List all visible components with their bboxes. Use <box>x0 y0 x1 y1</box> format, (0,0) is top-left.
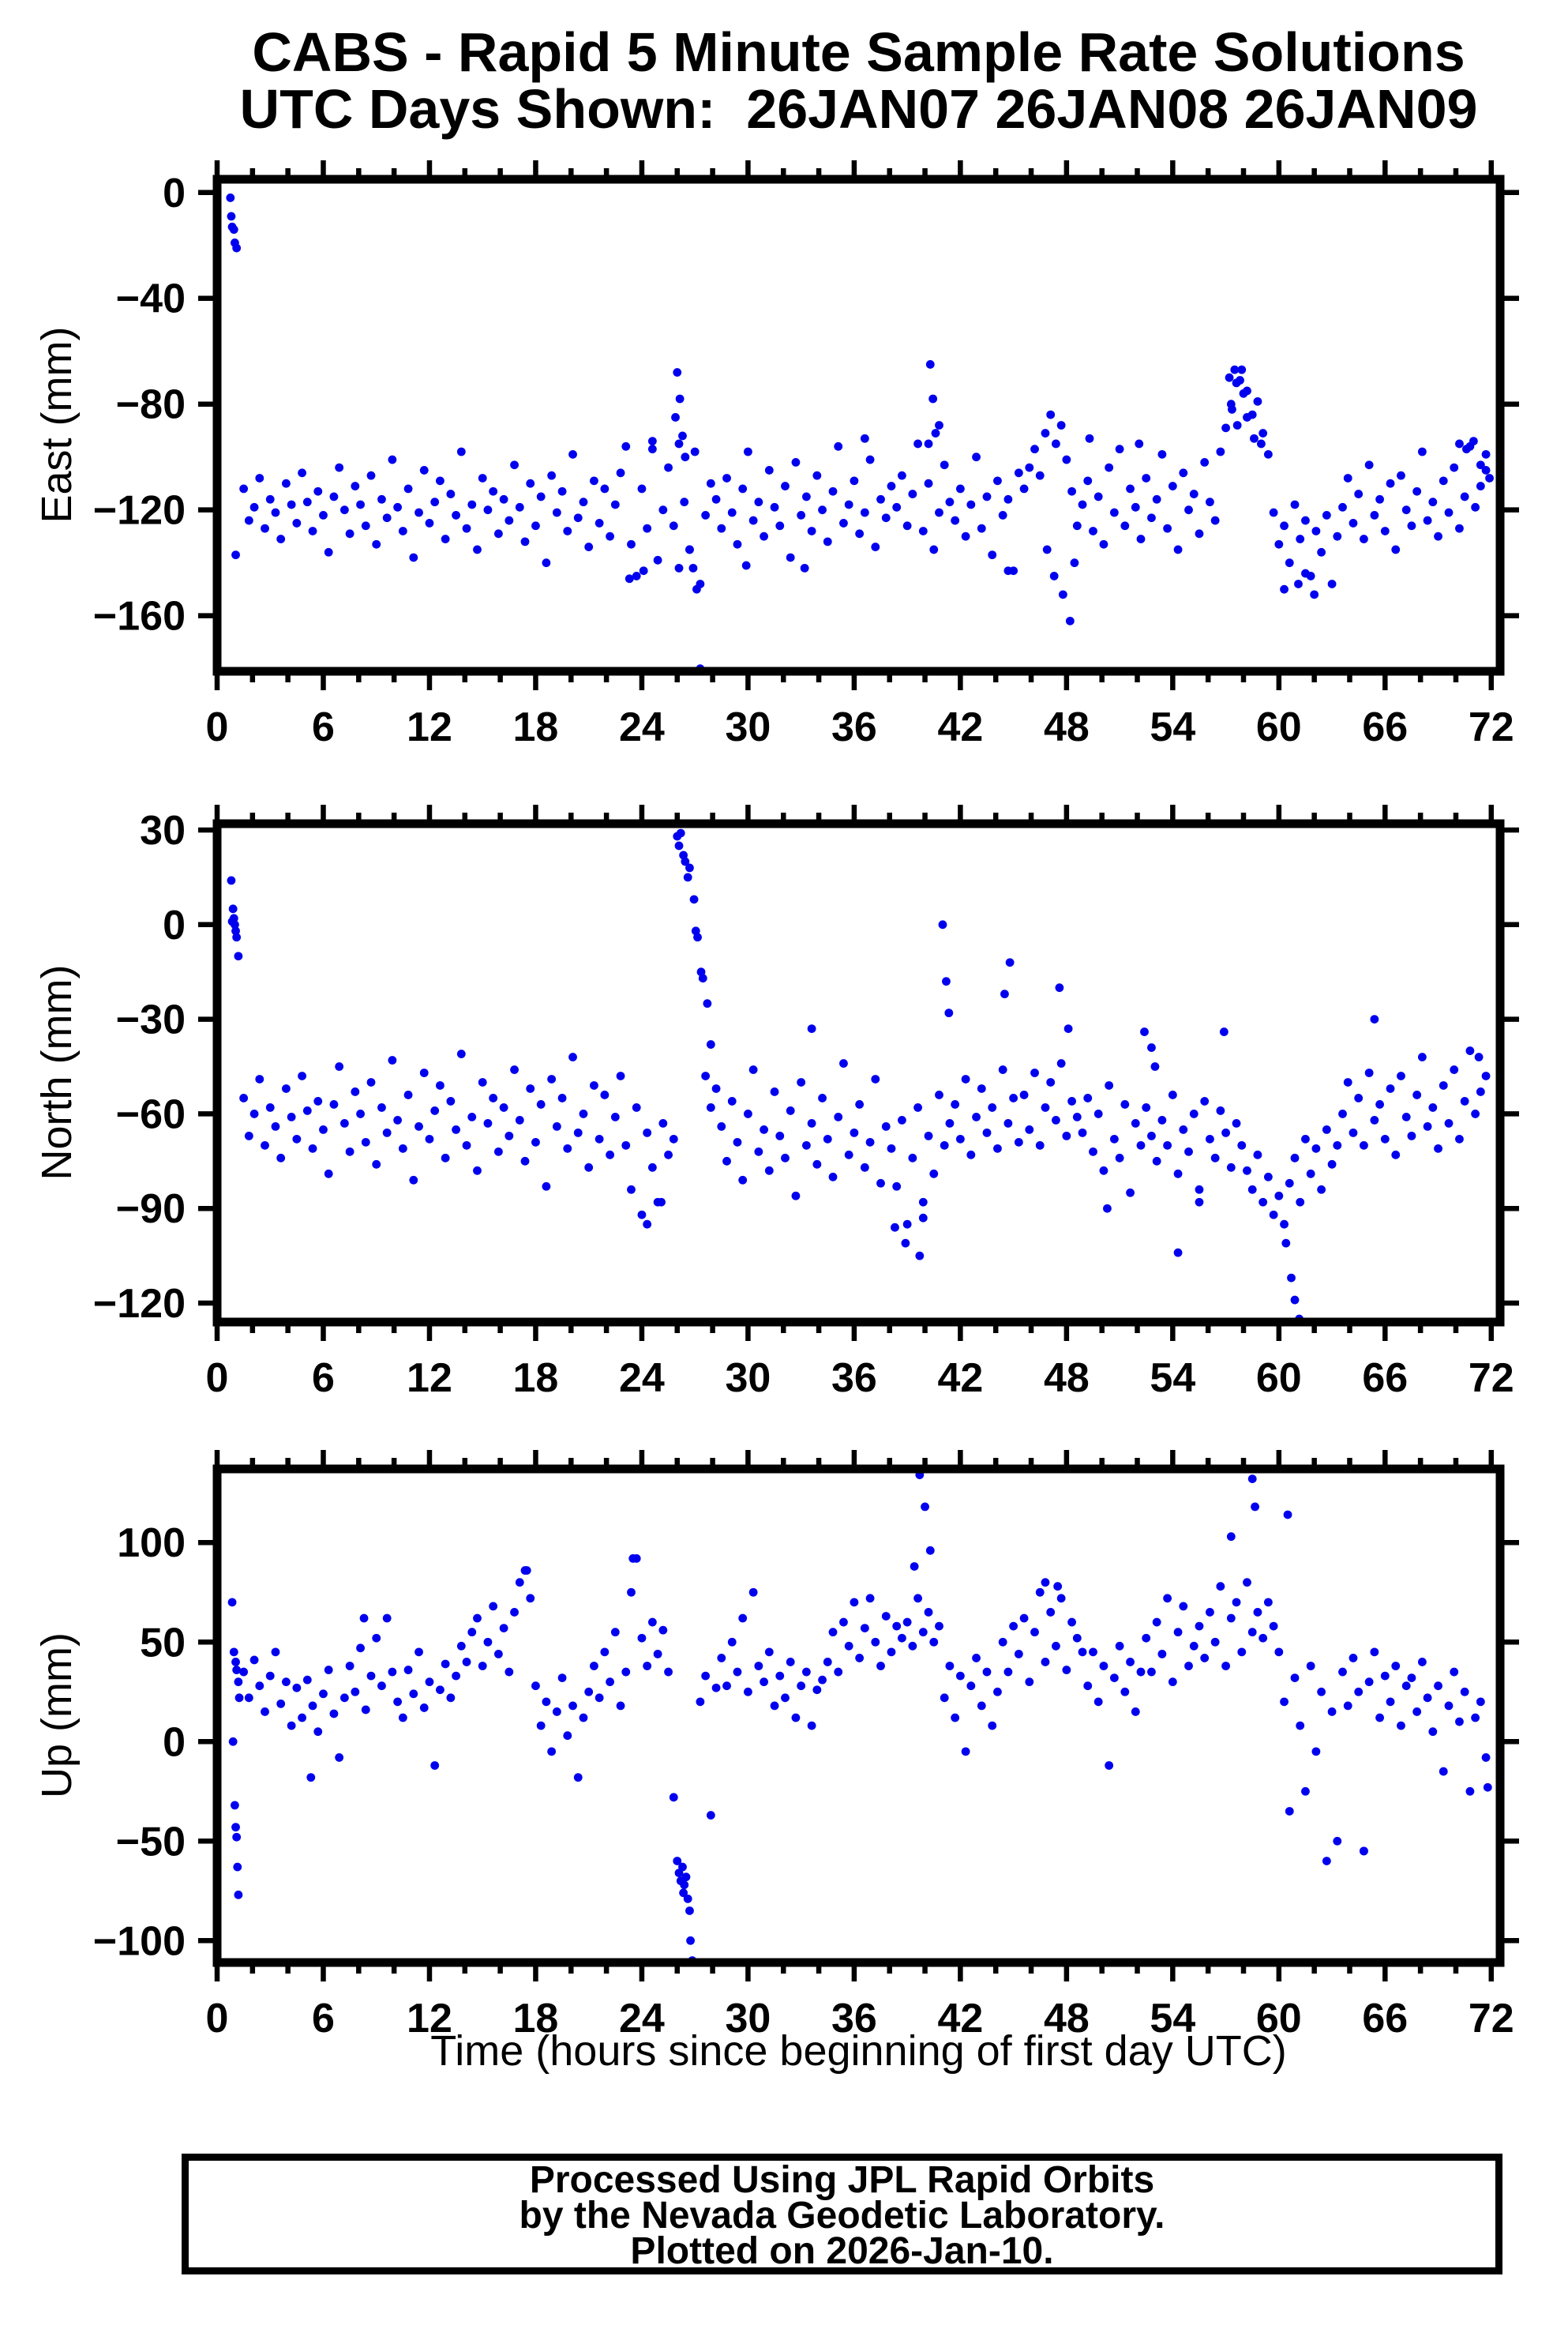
svg-text:0: 0 <box>206 704 229 750</box>
tick-labels: 0 6 12 18 24 30 36 42 48 54 60 66 72 100 50 0 −50 −100 <box>93 1520 1514 2041</box>
svg-text:54: 54 <box>1150 1355 1195 1401</box>
axis-ticks <box>198 1450 1519 1981</box>
svg-text:18: 18 <box>513 1996 559 2041</box>
svg-text:54: 54 <box>1150 704 1195 750</box>
svg-text:12: 12 <box>407 1355 452 1401</box>
svg-text:36: 36 <box>831 1996 877 2041</box>
svg-text:30: 30 <box>725 704 771 750</box>
svg-text:−50: −50 <box>116 1819 186 1865</box>
svg-text:12: 12 <box>407 704 452 750</box>
plot-frame <box>212 819 1505 1327</box>
svg-text:−30: −30 <box>116 997 186 1043</box>
y-axis-label-up: Up (mm) <box>33 1632 81 1798</box>
svg-text:30: 30 <box>725 1355 771 1401</box>
svg-text:6: 6 <box>312 704 335 750</box>
svg-text:36: 36 <box>831 1355 877 1401</box>
svg-text:18: 18 <box>513 1355 559 1401</box>
scatter-points <box>227 828 1491 1324</box>
tick-labels: 0 6 12 18 24 30 36 42 48 54 60 66 72 0 −40 −80 −120 −160 <box>93 171 1514 750</box>
svg-text:36: 36 <box>831 704 877 750</box>
footer-line-2: by the Nevada Geodetic Laboratory. <box>519 2195 1165 2237</box>
svg-text:100: 100 <box>117 1520 186 1566</box>
svg-text:12: 12 <box>407 1996 452 2041</box>
svg-text:30: 30 <box>140 808 186 854</box>
svg-text:6: 6 <box>312 1355 335 1401</box>
svg-text:50: 50 <box>140 1620 186 1666</box>
chart-subtitle: UTC Days Shown: 26JAN07 26JAN08 26JAN09 <box>239 78 1478 140</box>
chart-title: CABS - Rapid 5 Minute Sample Rate Soluti… <box>252 21 1465 83</box>
north-scatter-plot: 0 6 12 18 24 30 36 42 48 54 60 66 72 30 0 −30 −60 −90 −120 <box>93 805 1519 1401</box>
svg-text:0: 0 <box>163 903 186 948</box>
svg-text:−120: −120 <box>93 1281 186 1327</box>
svg-text:42: 42 <box>937 1355 983 1401</box>
footer-credit-box: Processed Using JPL Rapid Orbits by the … <box>182 2154 1502 2274</box>
svg-text:−90: −90 <box>116 1186 186 1232</box>
svg-text:48: 48 <box>1044 1996 1090 2041</box>
svg-text:48: 48 <box>1044 704 1090 750</box>
tick-labels: 0 6 12 18 24 30 36 42 48 54 60 66 72 30 0 −30 −60 −90 −120 <box>93 808 1514 1401</box>
footer-line-3: Plotted on 2026-Jan-10. <box>630 2230 1054 2272</box>
svg-text:−80: −80 <box>116 382 186 428</box>
svg-text:42: 42 <box>937 704 983 750</box>
svg-text:54: 54 <box>1150 1996 1195 2041</box>
svg-text:24: 24 <box>619 1355 665 1401</box>
svg-text:60: 60 <box>1256 1996 1302 2041</box>
svg-text:−120: −120 <box>93 488 186 534</box>
svg-text:0: 0 <box>206 1996 229 2041</box>
svg-text:60: 60 <box>1256 704 1302 750</box>
svg-text:−40: −40 <box>116 276 186 322</box>
svg-text:−60: −60 <box>116 1091 186 1137</box>
svg-text:24: 24 <box>619 1996 665 2041</box>
svg-text:18: 18 <box>513 704 559 750</box>
y-axis-label-east: East (mm) <box>33 326 81 524</box>
svg-text:24: 24 <box>619 704 665 750</box>
axis-ticks <box>198 160 1519 690</box>
svg-text:66: 66 <box>1362 1355 1408 1401</box>
svg-text:6: 6 <box>312 1996 335 2041</box>
svg-text:72: 72 <box>1469 704 1514 750</box>
plot-frame <box>212 1464 1505 1967</box>
footer-line-1: Processed Using JPL Rapid Orbits <box>529 2159 1155 2201</box>
x-axis-label: Time (hours since beginning of first day… <box>430 2027 1287 2075</box>
scatter-points <box>227 1470 1492 1965</box>
svg-text:72: 72 <box>1469 1996 1514 2041</box>
svg-text:0: 0 <box>163 1719 186 1765</box>
scatter-points <box>226 193 1494 674</box>
svg-text:72: 72 <box>1469 1355 1514 1401</box>
svg-text:−100: −100 <box>93 1918 186 1964</box>
plot-frame <box>212 175 1505 676</box>
up-scatter-plot: 0 6 12 18 24 30 36 42 48 54 60 66 72 100 50 0 −50 −100 <box>93 1450 1519 2041</box>
svg-text:0: 0 <box>163 171 186 216</box>
svg-text:0: 0 <box>206 1355 229 1401</box>
axis-ticks <box>198 805 1519 1341</box>
svg-text:42: 42 <box>937 1996 983 2041</box>
svg-text:60: 60 <box>1256 1355 1302 1401</box>
east-scatter-plot: 0 6 12 18 24 30 36 42 48 54 60 66 72 0 −40 −80 −120 −160 <box>93 160 1519 750</box>
svg-text:−160: −160 <box>93 594 186 640</box>
svg-text:48: 48 <box>1044 1355 1090 1401</box>
svg-text:30: 30 <box>725 1996 771 2041</box>
svg-text:66: 66 <box>1362 1996 1408 2041</box>
svg-text:66: 66 <box>1362 704 1408 750</box>
y-axis-label-north: North (mm) <box>33 964 81 1181</box>
